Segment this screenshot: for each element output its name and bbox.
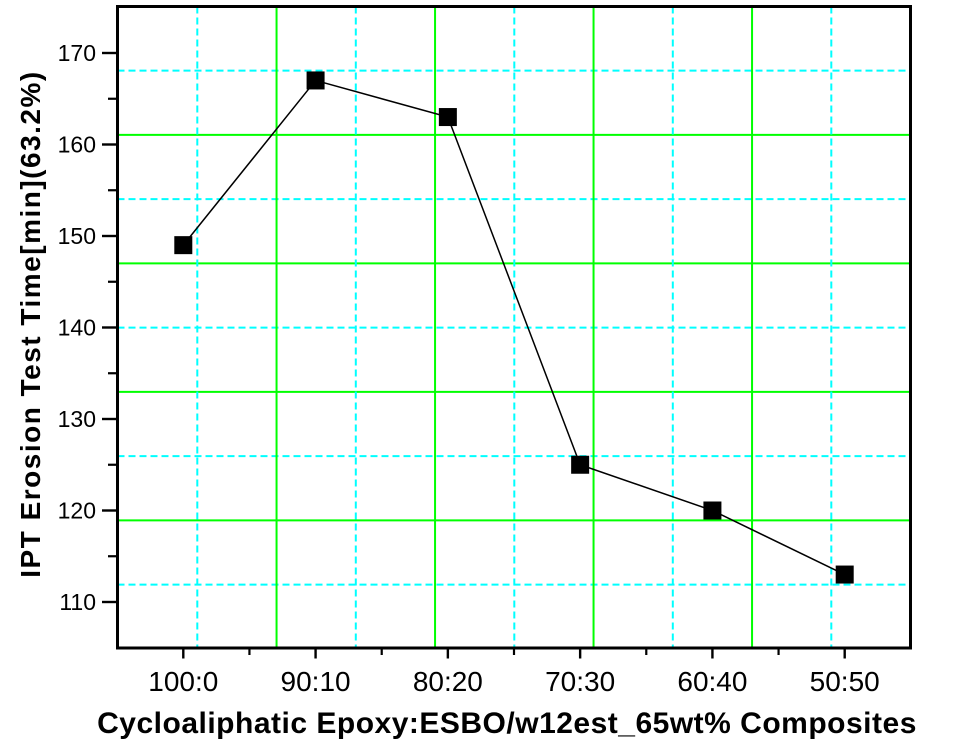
y-tick-label: 110 [59,589,96,615]
x-tick-label: 100:0 [148,666,218,697]
y-tick-label: 130 [58,406,96,432]
data-point-marker [174,236,193,255]
x-axis-title: Cycloaliphatic Epoxy:ESBO/w12est_65wt% C… [97,707,917,740]
data-point-marker [306,71,325,90]
x-tick-label: 80:20 [413,666,483,697]
data-point-marker [438,108,457,127]
series-line [182,79,846,576]
x-tick-label: 50:50 [810,666,880,697]
y-tick-label: 170 [58,40,96,66]
y-axis-title: IPT Erosion Test Time[min](63.2%) [15,70,46,578]
data-point-marker [835,565,854,584]
y-tick-label: 160 [58,132,96,158]
x-tick-label: 60:40 [677,666,747,697]
data-point-marker [571,455,590,474]
x-tick-label: 70:30 [545,666,615,697]
x-tick-label: 90:10 [281,666,351,697]
y-tick-label: 150 [58,223,96,249]
y-tick-label: 120 [58,498,96,524]
axis-frame [116,5,912,650]
data-point-marker [703,501,722,520]
y-tick-label: 140 [58,315,96,341]
